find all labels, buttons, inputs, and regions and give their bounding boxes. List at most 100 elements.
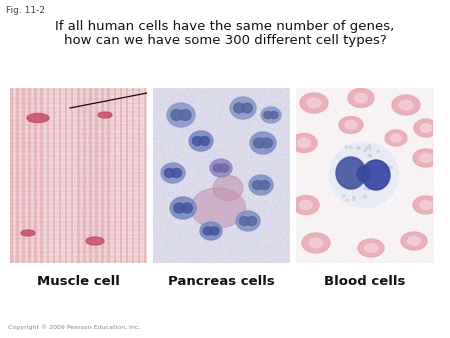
- Ellipse shape: [249, 175, 273, 195]
- Ellipse shape: [300, 93, 328, 113]
- Ellipse shape: [345, 121, 357, 129]
- Ellipse shape: [181, 203, 192, 213]
- Ellipse shape: [362, 175, 364, 177]
- Ellipse shape: [343, 179, 346, 181]
- Ellipse shape: [414, 119, 438, 137]
- Ellipse shape: [210, 159, 232, 177]
- Bar: [129, 88, 130, 263]
- Bar: [19, 88, 21, 263]
- Ellipse shape: [199, 137, 210, 145]
- Ellipse shape: [203, 227, 212, 235]
- Bar: [83, 88, 85, 263]
- Ellipse shape: [368, 154, 370, 156]
- Ellipse shape: [368, 188, 370, 190]
- Bar: [32, 88, 33, 263]
- Ellipse shape: [98, 112, 112, 118]
- Ellipse shape: [363, 180, 365, 183]
- Ellipse shape: [348, 89, 374, 107]
- Bar: [46, 88, 48, 263]
- Ellipse shape: [234, 103, 244, 113]
- Bar: [144, 88, 145, 263]
- Ellipse shape: [346, 169, 348, 171]
- Ellipse shape: [364, 150, 366, 152]
- Ellipse shape: [342, 195, 345, 197]
- Text: If all human cells have the same number of genes,: If all human cells have the same number …: [55, 20, 395, 33]
- Bar: [68, 88, 69, 263]
- Ellipse shape: [390, 167, 393, 169]
- Bar: [80, 88, 81, 263]
- Bar: [101, 88, 103, 263]
- Bar: [16, 88, 18, 263]
- Ellipse shape: [385, 130, 407, 146]
- Bar: [92, 88, 94, 263]
- Bar: [138, 88, 140, 263]
- Ellipse shape: [352, 199, 355, 201]
- Ellipse shape: [369, 155, 372, 158]
- Ellipse shape: [236, 211, 260, 231]
- Ellipse shape: [270, 112, 278, 119]
- Bar: [13, 88, 14, 263]
- Bar: [25, 88, 27, 263]
- Bar: [37, 88, 39, 263]
- Ellipse shape: [230, 97, 256, 119]
- Ellipse shape: [420, 154, 432, 162]
- Ellipse shape: [374, 176, 376, 177]
- Ellipse shape: [365, 147, 368, 149]
- Text: Pancreas cells: Pancreas cells: [168, 275, 275, 288]
- Ellipse shape: [261, 107, 281, 123]
- Ellipse shape: [346, 199, 349, 201]
- Ellipse shape: [293, 195, 319, 215]
- Ellipse shape: [392, 95, 420, 115]
- Ellipse shape: [401, 232, 427, 250]
- Ellipse shape: [210, 227, 219, 235]
- Ellipse shape: [167, 103, 195, 127]
- Ellipse shape: [370, 165, 373, 167]
- Ellipse shape: [357, 166, 371, 182]
- Ellipse shape: [307, 98, 321, 108]
- Ellipse shape: [250, 132, 276, 154]
- Ellipse shape: [420, 201, 432, 209]
- Ellipse shape: [171, 169, 182, 177]
- Ellipse shape: [345, 146, 347, 148]
- Bar: [53, 88, 54, 263]
- Text: how can we have some 300 different cell types?: how can we have some 300 different cell …: [63, 34, 387, 47]
- Ellipse shape: [174, 203, 184, 213]
- Bar: [50, 88, 51, 263]
- Ellipse shape: [302, 233, 330, 253]
- Ellipse shape: [260, 180, 270, 190]
- Ellipse shape: [161, 163, 185, 183]
- Bar: [117, 88, 118, 263]
- Bar: [113, 88, 115, 263]
- Ellipse shape: [179, 110, 191, 120]
- Bar: [104, 88, 106, 263]
- Ellipse shape: [220, 164, 229, 172]
- Text: Muscle cell: Muscle cell: [37, 275, 120, 288]
- Bar: [141, 88, 143, 263]
- Bar: [40, 88, 42, 263]
- Text: Fig. 11-2: Fig. 11-2: [6, 6, 45, 15]
- Ellipse shape: [86, 237, 104, 245]
- Bar: [56, 88, 57, 263]
- Ellipse shape: [32, 116, 44, 120]
- Ellipse shape: [264, 112, 272, 119]
- Bar: [89, 88, 91, 263]
- Bar: [86, 88, 88, 263]
- Ellipse shape: [341, 162, 343, 164]
- Ellipse shape: [362, 160, 390, 190]
- Bar: [62, 88, 63, 263]
- Ellipse shape: [391, 134, 401, 142]
- Ellipse shape: [375, 171, 377, 173]
- Ellipse shape: [420, 124, 432, 132]
- Ellipse shape: [385, 169, 388, 171]
- Bar: [95, 88, 97, 263]
- Ellipse shape: [376, 175, 378, 177]
- Ellipse shape: [21, 230, 35, 236]
- Ellipse shape: [343, 184, 346, 186]
- Ellipse shape: [352, 196, 355, 198]
- Ellipse shape: [353, 187, 356, 189]
- Bar: [28, 88, 30, 263]
- Ellipse shape: [413, 149, 439, 167]
- Ellipse shape: [242, 103, 252, 113]
- Bar: [98, 88, 100, 263]
- Ellipse shape: [171, 110, 183, 120]
